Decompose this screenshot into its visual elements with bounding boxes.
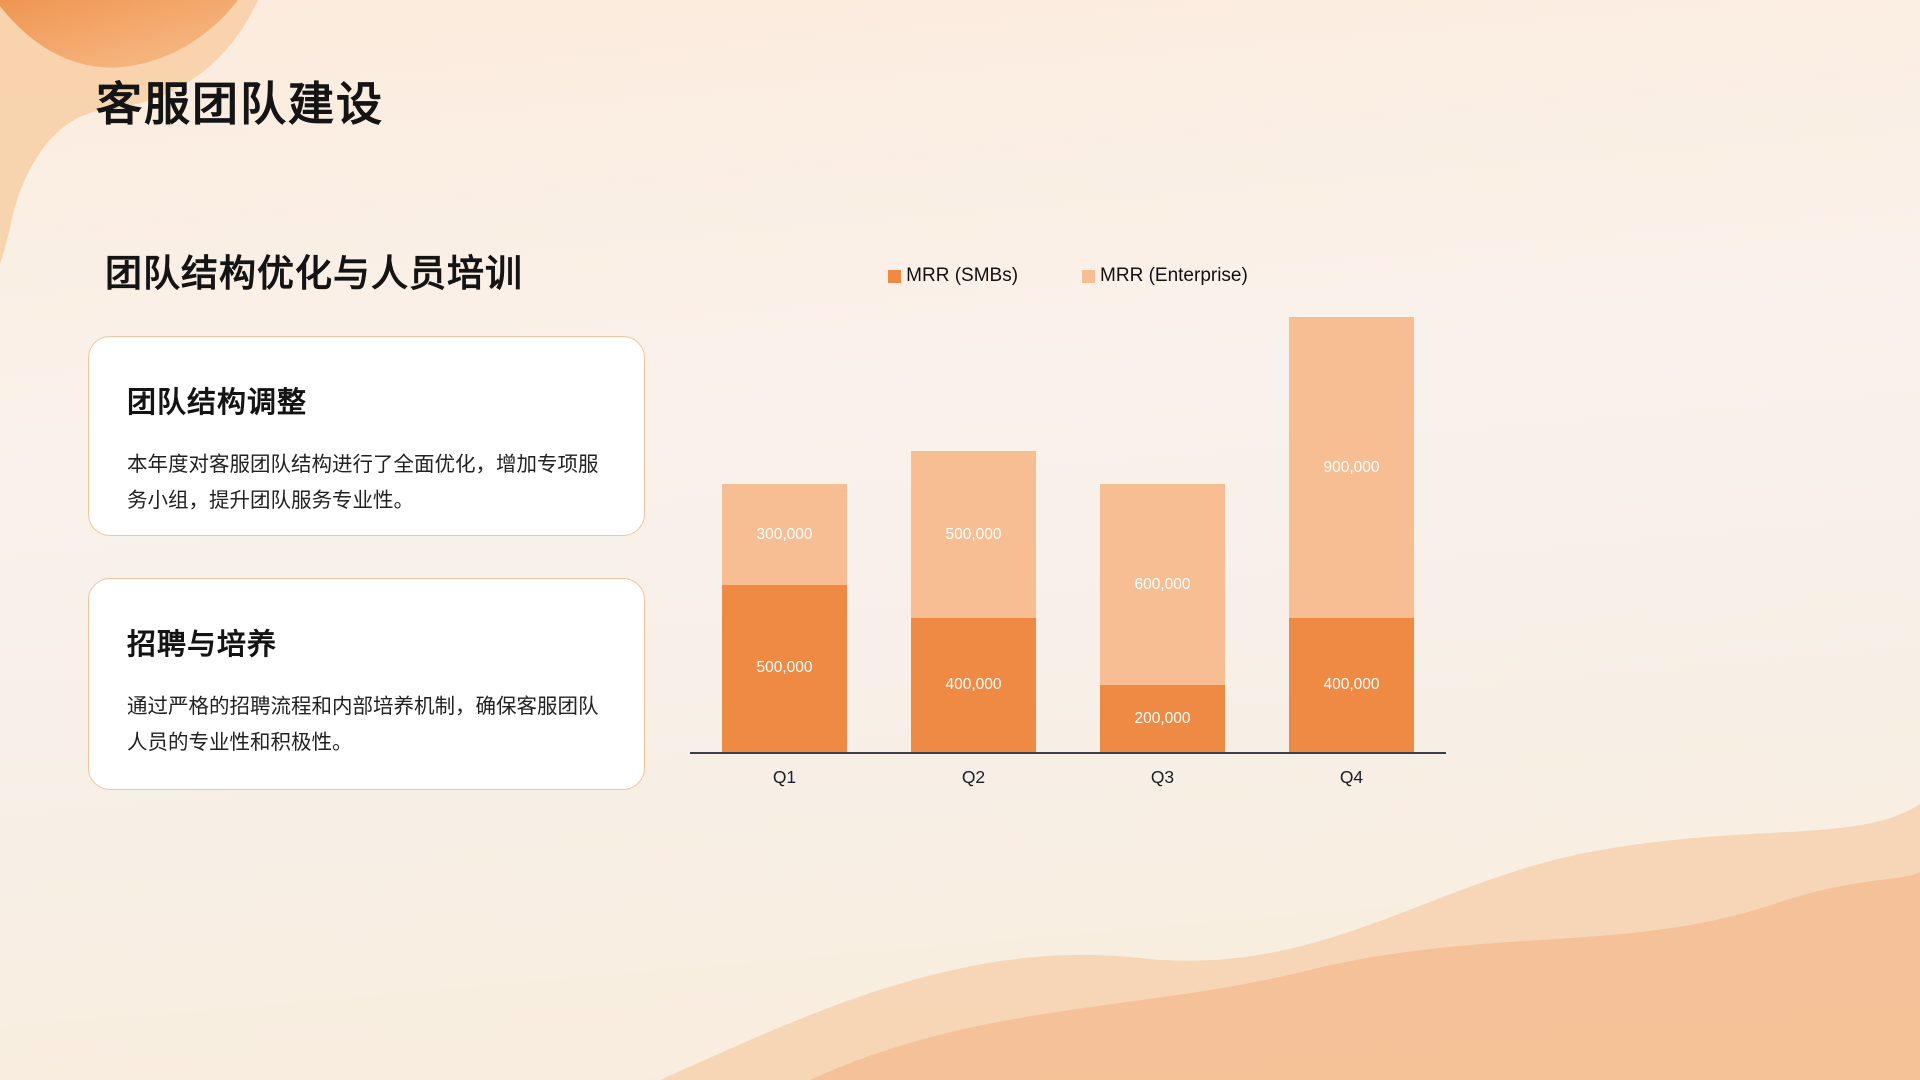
bar-q4: 900,000 400,000 [1289,317,1414,752]
bar-q2: 500,000 400,000 [911,450,1036,752]
legend-label: MRR (SMBs) [906,265,1019,286]
bar-value-label: 300,000 [756,525,813,543]
bar-segment: 400,000 [1289,618,1414,752]
bar-segment: 900,000 [1289,317,1414,619]
stacked-bar-chart: MRR (SMBs) MRR (Enterprise) 300,000 500,00… [690,262,1446,788]
section-subtitle: 团队结构优化与人员培训 [105,253,523,294]
bar-value-label: 900,000 [1323,458,1380,476]
legend-item: MRR (Enterprise) [1082,265,1248,287]
bar-value-label: 500,000 [756,659,813,677]
bottom-right-wave-decoration [660,804,1920,1080]
bar-segment: 600,000 [1100,484,1225,686]
chart-plot: 300,000 500,000 500,000 400,000 600,000 200,0… [690,302,1446,754]
bar-segment: 500,000 [911,450,1036,619]
bar-segment: 500,000 [722,584,847,752]
bar-value-label: 600,000 [1134,575,1191,593]
bar-value-label: 400,000 [1323,676,1380,694]
legend-label: MRR (Enterprise) [1100,265,1248,286]
slide-title: 客服团队建设 [96,78,384,130]
legend-marker [1082,269,1096,283]
x-axis-label: Q2 [961,767,986,787]
chart-legend: MRR (SMBs) MRR (Enterprise) [690,262,1446,290]
card-heading: 团队结构调整 [127,387,308,419]
bar-q3: 600,000 200,000 [1100,484,1225,752]
bar-segment: 300,000 [722,484,847,585]
bar-segment: 400,000 [911,618,1036,752]
legend-marker [888,269,902,283]
legend-item: MRR (SMBs) [888,265,1018,287]
card-heading: 招聘与培养 [127,629,278,661]
x-axis-label: Q4 [1339,767,1364,787]
x-axis-label: Q1 [772,767,797,787]
card-recruit-training: 招聘与培养 通过严格的招聘流程和内部培养机制，确保客服团队人员的专业性和积极性。 [88,578,645,790]
card-body: 通过严格的招聘流程和内部培养机制，确保客服团队人员的专业性和积极性。 [127,695,599,754]
bar-q1: 300,000 500,000 [722,484,847,752]
card-body: 本年度对客服团队结构进行了全面优化，增加专项服务小组，提升团队服务专业性。 [127,453,599,512]
x-axis-label: Q3 [1150,767,1175,787]
chart-x-axis: Q1 Q2 Q3 Q4 [690,767,1446,788]
card-team-structure: 团队结构调整 本年度对客服团队结构进行了全面优化，增加专项服务小组，提升团队服务… [88,336,645,536]
bar-value-label: 500,000 [945,525,1002,543]
bar-value-label: 200,000 [1134,709,1191,727]
bar-segment: 200,000 [1100,685,1225,752]
bar-value-label: 400,000 [945,676,1002,694]
